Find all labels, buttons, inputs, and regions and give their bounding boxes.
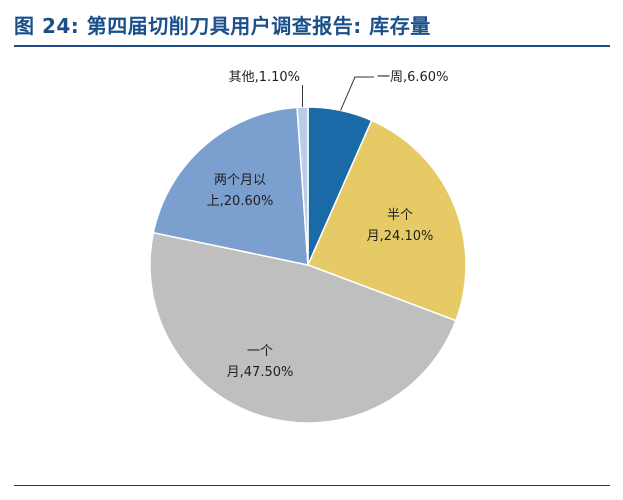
pie-slice-1: [306, 119, 467, 322]
slice-label-2: 一个月,47.50%: [227, 344, 294, 380]
title-divider: [14, 45, 610, 47]
chart-title: 图 24: 第四届切削刀具用户调查报告: 库存量: [14, 14, 431, 38]
leader-lines: [302, 76, 374, 111]
slice-label-4: 其他,1.10%: [229, 70, 300, 85]
pie-slice-3: [152, 106, 309, 266]
slice-label-3: 两个月以上,20.60%: [207, 173, 274, 209]
pie-slices: [149, 106, 467, 424]
leader-line-0: [340, 76, 374, 111]
bottom-divider: [14, 485, 610, 486]
pie-slice-2: [149, 231, 457, 424]
slice-labels: 一周,6.60% 半个月,24.10% 一个月,47.50% 两个月以上,20.60%…: [207, 70, 449, 380]
slice-label-0: 一周,6.60%: [377, 70, 448, 85]
slice-label-1: 半个月,24.10%: [367, 208, 434, 244]
